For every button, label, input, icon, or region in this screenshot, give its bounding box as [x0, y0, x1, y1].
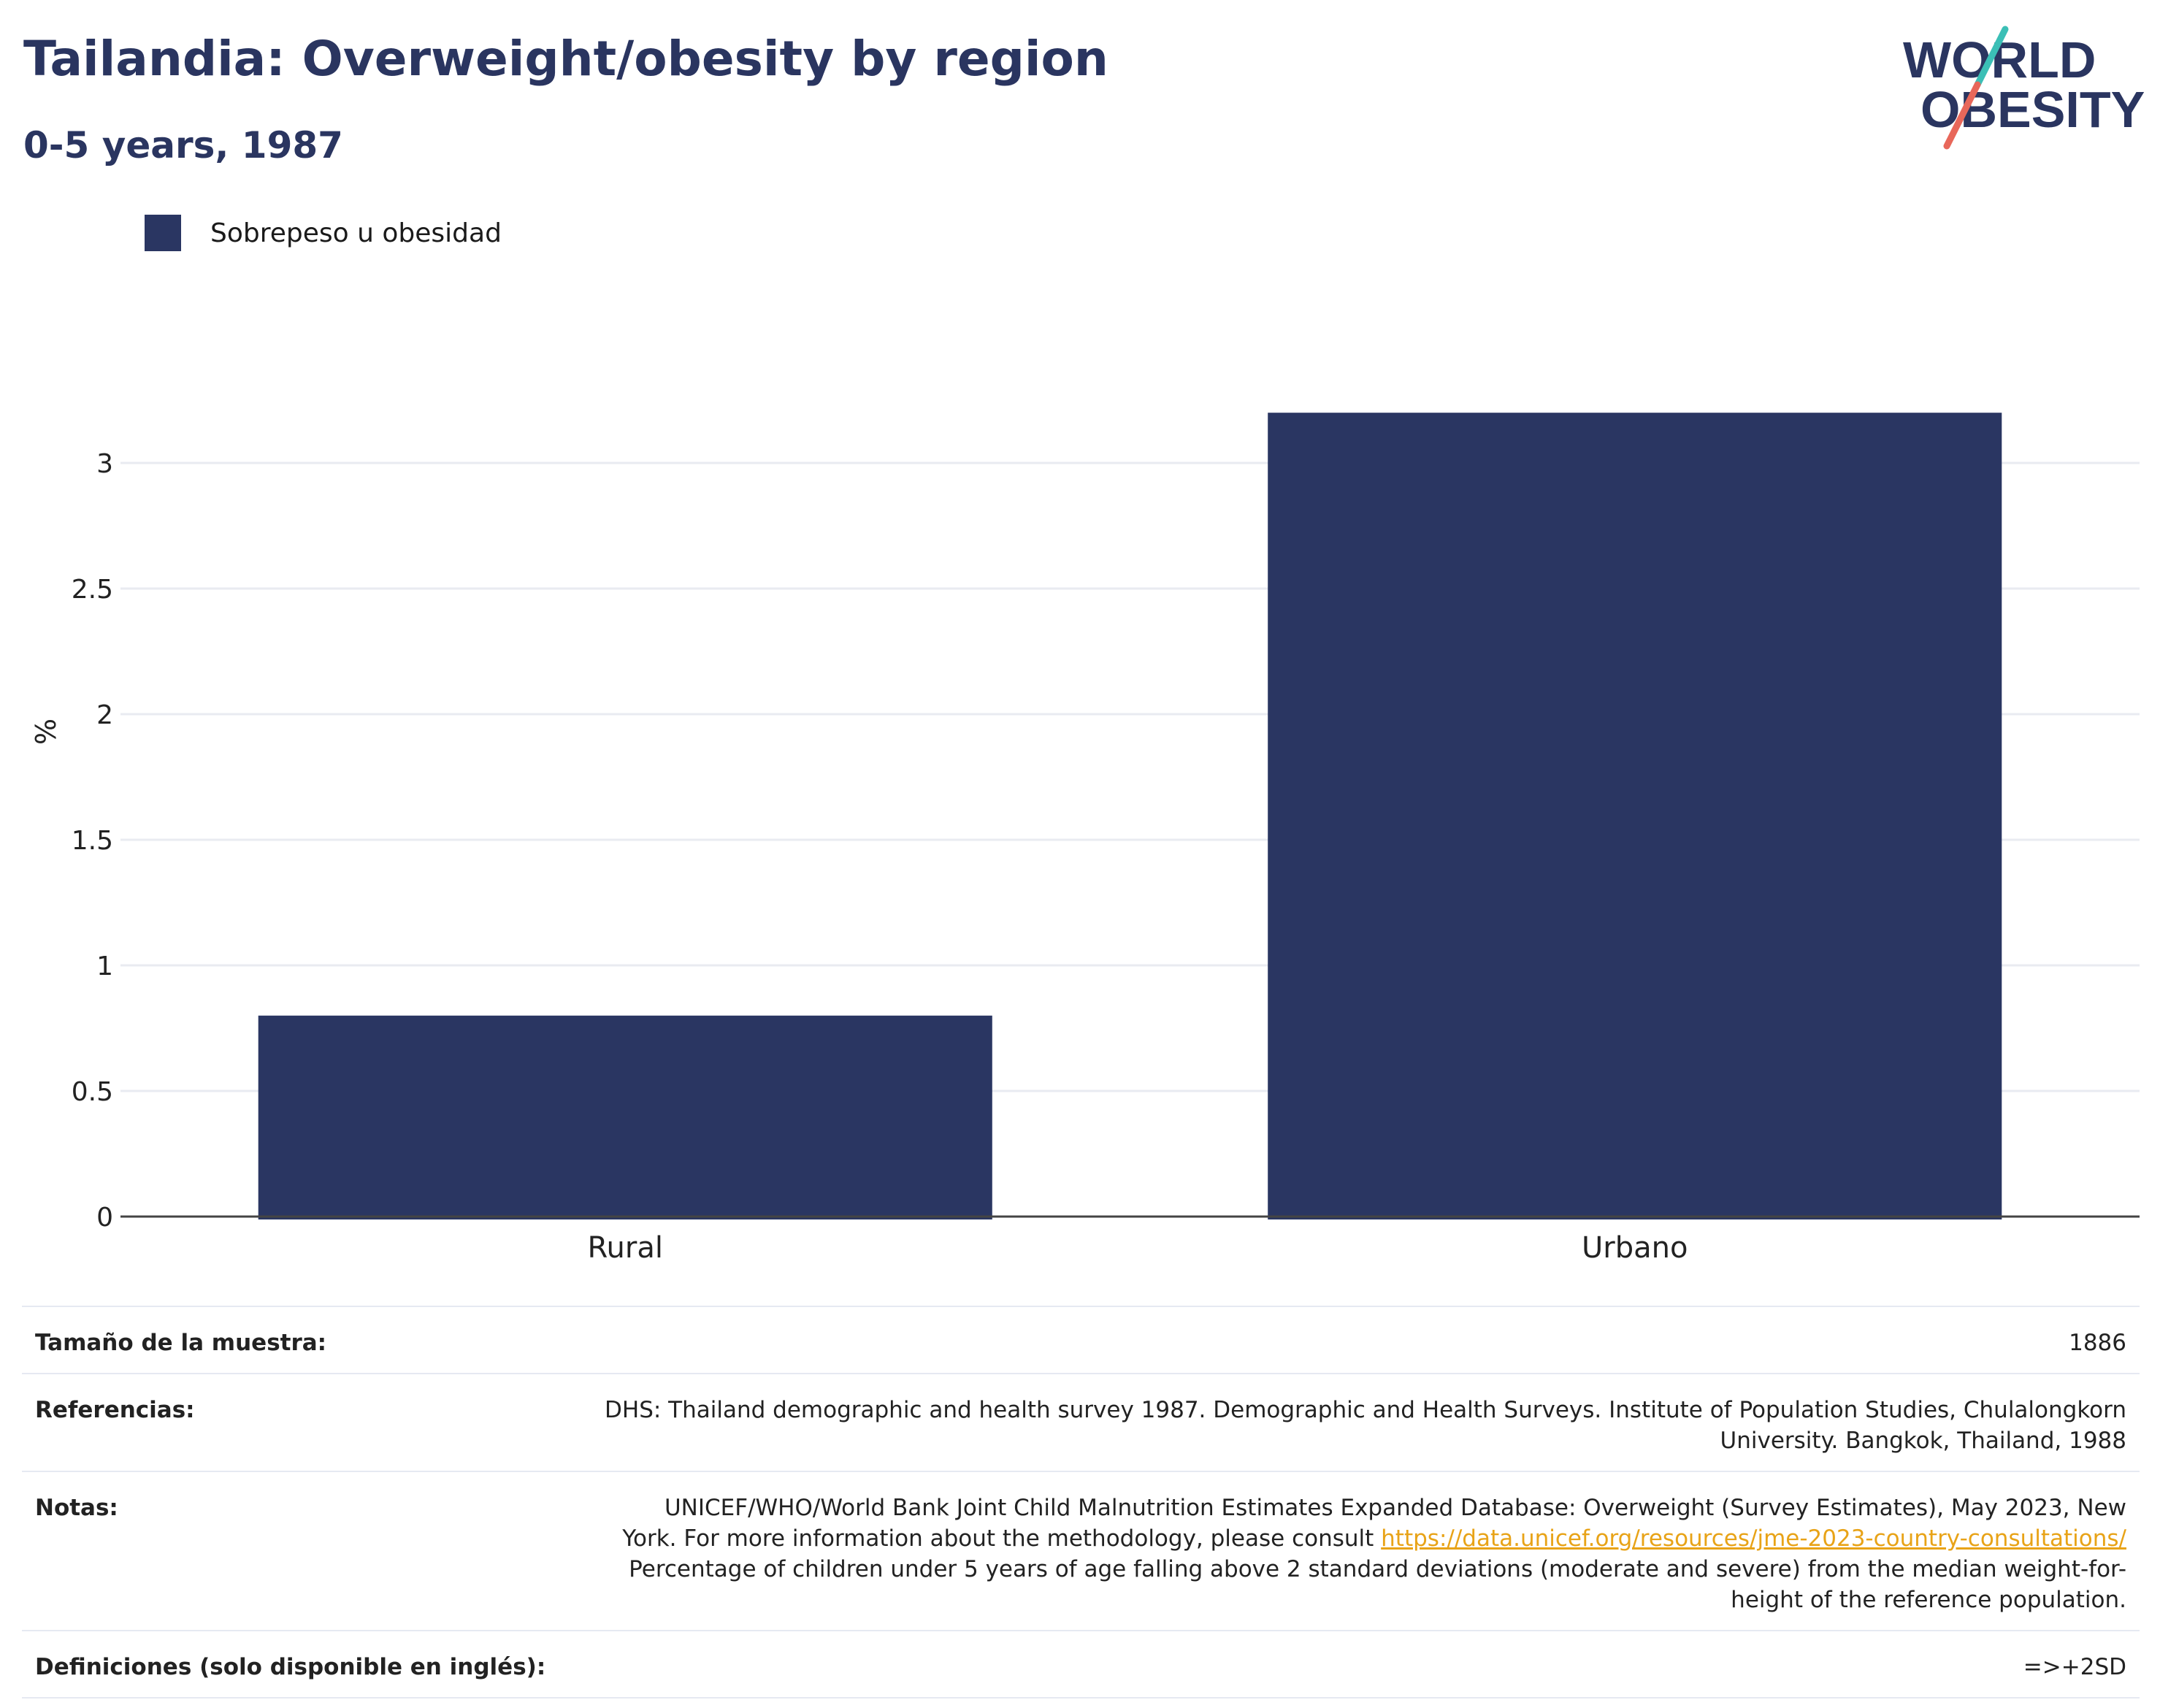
info-row-sample-size: Tamaño de la muestra: 1886: [22, 1306, 2140, 1374]
notes-value: UNICEF/WHO/World Bank Joint Child Malnut…: [574, 1471, 2140, 1631]
y-tick-label: 0: [96, 1203, 113, 1233]
references-value: DHS: Thailand demographic and health sur…: [574, 1373, 2140, 1471]
notes-line2: York. For more information about the met…: [622, 1525, 1374, 1552]
references-line1: DHS: Thailand demographic and health sur…: [605, 1397, 2126, 1423]
bar-urbano: [1268, 413, 2002, 1220]
y-tick-label: 3: [96, 449, 113, 479]
notes-line1: UNICEF/WHO/World Bank Joint Child Malnut…: [664, 1495, 2126, 1521]
logo-slash-coral: [1943, 81, 1981, 150]
world-obesity-logo: WORLD OBESITY: [1903, 26, 2145, 150]
sample-size-label: Tamaño de la muestra:: [22, 1306, 574, 1374]
notes-label: Notas:: [22, 1471, 574, 1631]
y-tick-label: 2: [96, 700, 113, 730]
y-axis-title: %: [30, 719, 62, 745]
logo-slash-teal: [1974, 26, 2009, 88]
x-tick-label: Urbano: [1582, 1231, 1688, 1265]
legend-label: Sobrepeso u obesidad: [210, 218, 502, 248]
notes-line4: height of the reference population.: [1731, 1587, 2126, 1613]
sample-size-value: 1886: [574, 1306, 2140, 1374]
definitions-label: Definiciones (solo disponible en inglés)…: [22, 1630, 574, 1699]
y-tick-labels: 0 0.5 1 1.5 2 2.5 3: [72, 449, 113, 1233]
bar-chart: 0 0.5 1 1.5 2 2.5 3 Rural Urbano %: [30, 413, 2140, 1265]
references-label: Referencias:: [22, 1373, 574, 1471]
methodology-link[interactable]: https://data.unicef.org/resources/jme-20…: [1381, 1525, 2126, 1552]
info-row-references: Referencias: DHS: Thailand demographic a…: [22, 1373, 2140, 1471]
bars: [258, 413, 2002, 1220]
legend-swatch: [145, 215, 181, 251]
x-tick-label: Rural: [588, 1231, 663, 1265]
references-line2: University. Bangkok, Thailand, 1988: [1720, 1428, 2126, 1454]
info-table: Tamaño de la muestra: 1886 Referencias: …: [22, 1306, 2140, 1699]
definitions-value: =>+2SD: [574, 1630, 2140, 1699]
y-tick-label: 1.5: [72, 826, 113, 856]
y-tick-label: 1: [96, 951, 113, 981]
notes-line3: Percentage of children under 5 years of …: [629, 1556, 2126, 1582]
info-row-notes: Notas: UNICEF/WHO/World Bank Joint Child…: [22, 1471, 2140, 1631]
legend: Sobrepeso u obesidad: [145, 215, 502, 251]
bar-rural: [258, 1015, 992, 1219]
y-tick-label: 2.5: [72, 575, 113, 605]
y-tick-label: 0.5: [72, 1077, 113, 1107]
info-row-definitions: Definiciones (solo disponible en inglés)…: [22, 1630, 2140, 1699]
x-tick-labels: Rural Urbano: [588, 1231, 1688, 1265]
chart-subtitle: 0-5 years, 1987: [23, 124, 343, 166]
chart-title: Tailandia: Overweight/obesity by region: [23, 31, 1108, 87]
